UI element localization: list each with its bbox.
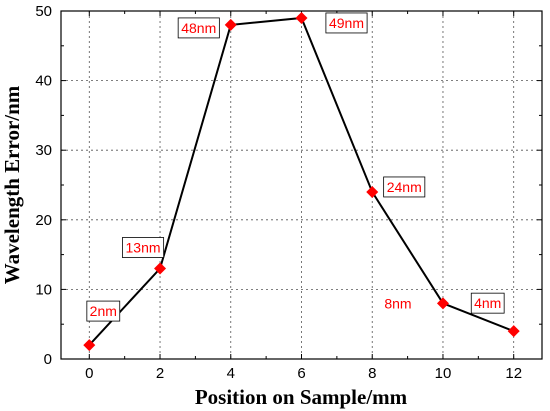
data-label-box bbox=[470, 292, 505, 314]
data-point-marker bbox=[436, 297, 449, 310]
data-label: 13nm bbox=[126, 240, 161, 256]
y-tick-label: 10 bbox=[35, 281, 52, 298]
data-label: 24nm bbox=[387, 179, 422, 195]
data-label-box bbox=[86, 300, 121, 322]
x-tick-label: 12 bbox=[505, 365, 522, 382]
x-tick-label: 8 bbox=[368, 365, 376, 382]
x-tick-label: 2 bbox=[156, 365, 164, 382]
data-label-box bbox=[122, 237, 165, 258]
data-point-marker bbox=[507, 325, 520, 338]
x-tick-label: 4 bbox=[227, 365, 235, 382]
x-axis-title: Position on Sample/mm bbox=[195, 385, 408, 409]
y-tick-label: 50 bbox=[35, 3, 52, 20]
y-tick-label: 20 bbox=[35, 212, 52, 229]
tick-labels: 0 2 4 6 8 10 12 0 10 20 30 40 50 bbox=[35, 3, 522, 382]
data-label: 2nm bbox=[90, 303, 117, 319]
y-axis-title: Wavelength Error/nm bbox=[0, 85, 24, 284]
data-label: 8nm bbox=[384, 295, 411, 311]
data-labels: 2nm 13nm 48nm 49nm 24nm 8nm 4nm bbox=[86, 12, 505, 322]
y-tick-label: 30 bbox=[35, 142, 52, 159]
y-tick-label: 0 bbox=[44, 351, 52, 368]
grid bbox=[61, 10, 542, 360]
data-point-marker bbox=[224, 18, 237, 31]
data-label: 48nm bbox=[181, 20, 216, 36]
data-label: 4nm bbox=[474, 295, 501, 311]
x-tick-label: 10 bbox=[435, 365, 452, 382]
x-tick-label: 0 bbox=[85, 365, 93, 382]
data-markers bbox=[83, 11, 520, 352]
data-point-marker bbox=[154, 262, 167, 275]
y-tick-label: 40 bbox=[35, 73, 52, 90]
data-point-marker bbox=[83, 339, 96, 352]
data-label-box bbox=[177, 17, 220, 39]
data-point-marker bbox=[295, 11, 308, 24]
data-label-box bbox=[383, 176, 426, 198]
data-point-marker bbox=[366, 185, 379, 198]
data-label-box bbox=[325, 12, 368, 34]
x-tick-label: 6 bbox=[297, 365, 305, 382]
data-label: 49nm bbox=[329, 15, 364, 31]
